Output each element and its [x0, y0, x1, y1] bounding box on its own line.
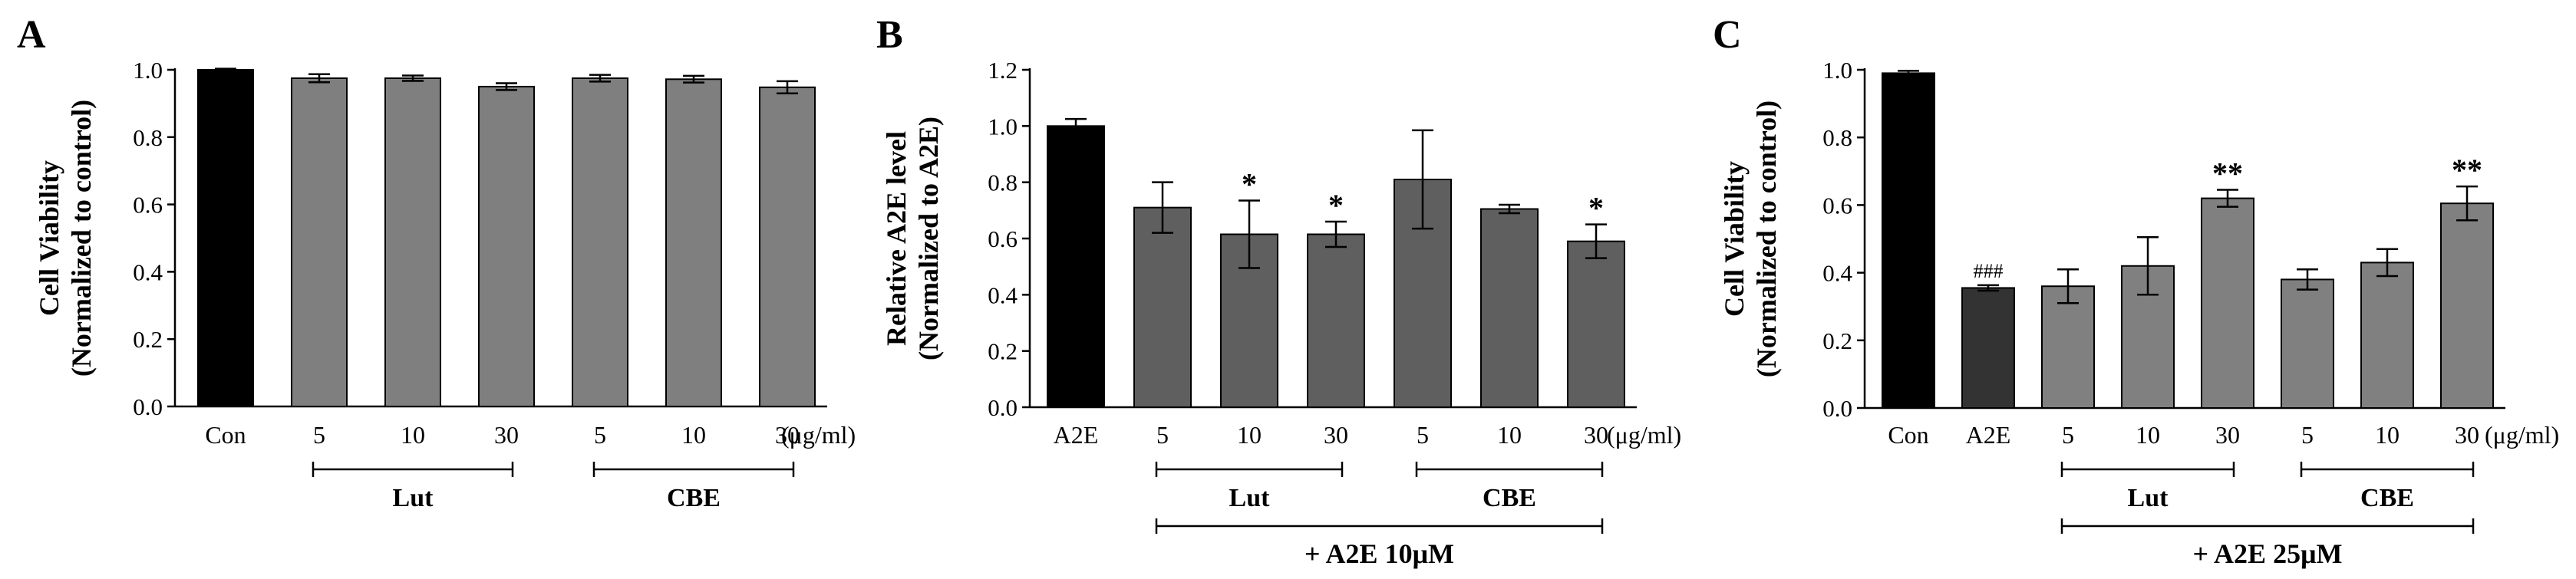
y-tick-label: 0.4: [133, 258, 163, 285]
x-tick-label: 10: [1497, 421, 1522, 449]
significance-label: **: [2212, 156, 2243, 191]
x-tick-label: A2E: [1054, 421, 1099, 449]
bar: [2440, 202, 2494, 409]
y-tick-label: 0.8: [988, 169, 1018, 196]
y-tick-label: 0.6: [988, 225, 1018, 252]
y-axis-subtitle: (Normalized to control): [1751, 100, 1782, 377]
x-tick-label: Con: [1888, 421, 1928, 449]
bar: [1961, 287, 2015, 409]
x-tick-label: 5: [2062, 421, 2074, 449]
y-tick-label: 0.2: [1822, 327, 1852, 354]
bar: [2201, 197, 2254, 409]
panel-label: A: [17, 13, 46, 57]
group-label: Lut: [393, 484, 434, 512]
y-tick-label: 0.4: [1822, 260, 1852, 287]
x-tick-label: A2E: [1966, 421, 2011, 449]
y-tick-label: 0.4: [988, 281, 1018, 308]
x-tick-label: 5: [1156, 421, 1169, 449]
y-tick-label: 0.8: [1822, 124, 1852, 151]
y-tick-label: 1.0: [1822, 57, 1852, 84]
panel-a: A Cell Viability (Normalized to control) 0.…: [17, 13, 856, 512]
bar: [478, 85, 535, 407]
condition-label: + A2E 10μM: [1304, 538, 1454, 569]
y-tick-label: 0.6: [1822, 192, 1852, 219]
x-tick-label: 30: [1324, 421, 1348, 449]
bar: [197, 69, 254, 407]
x-tick-label: 10: [2375, 421, 2400, 449]
bar: [1567, 240, 1625, 408]
significance-label: *: [1328, 188, 1344, 222]
y-tick-label: 0.6: [133, 192, 163, 219]
y-tick-label: 0.2: [133, 326, 163, 353]
bar: [2281, 278, 2334, 410]
x-tick-label: 10: [2136, 421, 2160, 449]
y-tick-label: 0.0: [1822, 395, 1852, 422]
group-label: CBE: [2360, 484, 2414, 512]
x-tick-label: 5: [313, 421, 325, 449]
x-tick-label: 10: [681, 421, 706, 449]
x-tick-label: 30: [775, 421, 800, 449]
panel-label: C: [1713, 13, 1742, 57]
unit-label: (μg/ml): [1607, 421, 1681, 449]
bar: [1307, 233, 1365, 408]
group-label: CBE: [1483, 484, 1536, 512]
unit-label: (μg/ml): [2485, 421, 2559, 449]
x-tick-label: 5: [2301, 421, 2314, 449]
bar: [665, 78, 722, 408]
y-axis-title: Cell Viability: [34, 160, 64, 316]
group-label: CBE: [667, 484, 721, 512]
bar: [2360, 262, 2414, 409]
x-tick-label: 10: [401, 421, 425, 449]
y-axis-title: Cell Viability: [1719, 161, 1750, 317]
bar: [572, 77, 628, 407]
unit-label: (μg/ml): [781, 421, 856, 449]
y-axis-subtitle: (Normalized to A2E): [913, 117, 944, 360]
x-tick-label: Con: [205, 421, 246, 449]
significance-label: ###: [1974, 260, 2004, 282]
bar: [1047, 125, 1105, 408]
y-tick-label: 0.2: [988, 338, 1018, 365]
x-tick-label: 5: [594, 421, 606, 449]
x-tick-label: 30: [1584, 421, 1608, 449]
y-tick-label: 0.0: [133, 393, 163, 420]
x-tick-label: 30: [494, 421, 519, 449]
y-tick-label: 1.0: [133, 57, 163, 84]
bar: [1882, 72, 1935, 409]
panel-b: B Relative A2E level (Normalized to A2E) 0.…: [876, 13, 1681, 569]
y-tick-label: 1.2: [988, 57, 1018, 84]
y-axis-subtitle: (Normalized to control): [66, 100, 97, 377]
bar: [759, 86, 816, 407]
y-tick-label: 0.0: [988, 394, 1018, 421]
significance-label: *: [1242, 167, 1257, 202]
y-tick-label: 1.0: [988, 113, 1018, 140]
y-tick-label: 0.8: [133, 124, 163, 151]
bar: [1480, 208, 1539, 408]
bar: [1133, 206, 1192, 408]
group-label: Lut: [1229, 484, 1271, 512]
bar: [384, 77, 441, 407]
x-tick-label: 10: [1237, 421, 1262, 449]
x-tick-label: 5: [1417, 421, 1429, 449]
significance-label: *: [1588, 191, 1604, 225]
x-tick-label: 30: [2215, 421, 2240, 449]
x-tick-label: 30: [2455, 421, 2479, 449]
bar: [2041, 285, 2095, 409]
y-axis-title: Relative A2E level: [881, 131, 912, 346]
condition-label: + A2E 25μM: [2193, 538, 2343, 569]
panel-label: B: [876, 13, 903, 57]
significance-label: **: [2452, 153, 2482, 187]
group-label: Lut: [2128, 484, 2169, 512]
bar: [291, 77, 348, 407]
panel-c: C Cell Viability (Normalized to control) 0.…: [1713, 13, 2559, 569]
